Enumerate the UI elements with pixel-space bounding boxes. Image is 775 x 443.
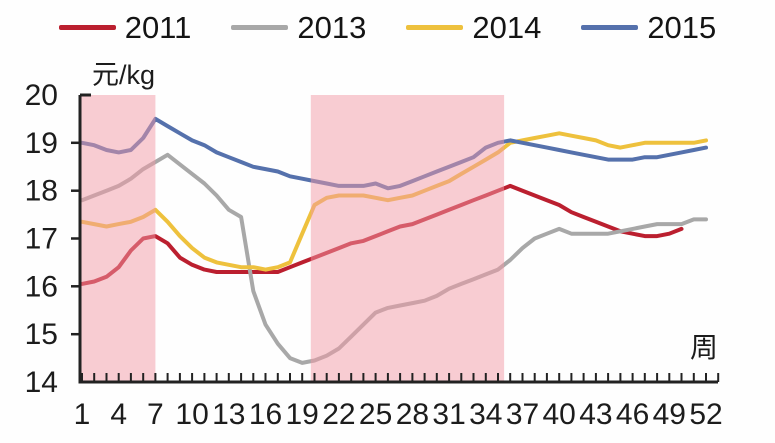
legend-swatch-2015 — [581, 25, 639, 30]
x-tick-label-43: 43 — [579, 398, 612, 431]
x-tick-label-49: 49 — [653, 398, 686, 431]
legend-label-2013: 2013 — [297, 10, 367, 45]
x-tick-label-40: 40 — [543, 398, 576, 431]
legend-swatch-2014 — [406, 25, 464, 30]
x-tick-label-7: 7 — [147, 398, 164, 431]
x-tick-label-16: 16 — [249, 398, 282, 431]
x-tick-label-13: 13 — [212, 398, 245, 431]
legend-swatch-2013 — [231, 25, 289, 30]
x-axis-unit-label: 周 — [690, 332, 719, 363]
y-tick-label-17: 17 — [25, 223, 58, 256]
legend-swatch-2011 — [58, 25, 116, 30]
highlight-band-2 — [310, 95, 505, 382]
legend: 2011 2013 2014 2015 — [0, 12, 775, 43]
legend-item-2011: 2011 — [58, 10, 192, 45]
x-tick-label-34: 34 — [469, 398, 502, 431]
x-tick-label-52: 52 — [689, 398, 722, 431]
x-tick-label-22: 22 — [322, 398, 355, 431]
x-tick-label-46: 46 — [616, 398, 649, 431]
highlight-band-1 — [80, 95, 156, 382]
x-tick-label-1: 1 — [74, 398, 91, 431]
legend-label-2014: 2014 — [472, 10, 542, 45]
x-tick-label-25: 25 — [359, 398, 392, 431]
x-tick-label-37: 37 — [506, 398, 539, 431]
x-tick-label-4: 4 — [110, 398, 127, 431]
y-tick-label-14: 14 — [25, 366, 58, 399]
y-tick-label-20: 20 — [25, 79, 58, 112]
y-axis-unit-label: 元/kg — [92, 60, 156, 90]
x-tick-label-19: 19 — [286, 398, 319, 431]
legend-item-2013: 2013 — [231, 12, 366, 43]
legend-item-2015: 2015 — [581, 12, 716, 43]
x-tick-label-10: 10 — [175, 398, 208, 431]
x-tick-label-31: 31 — [432, 398, 465, 431]
y-tick-label-18: 18 — [25, 175, 58, 208]
y-tick-label-15: 15 — [25, 318, 58, 351]
legend-label-2015: 2015 — [647, 10, 717, 45]
legend-label-2011: 2011 — [124, 10, 192, 45]
y-tick-label-19: 19 — [25, 127, 58, 160]
x-tick-label-28: 28 — [396, 398, 429, 431]
y-tick-label-16: 16 — [25, 270, 58, 303]
legend-item-2014: 2014 — [406, 12, 541, 43]
